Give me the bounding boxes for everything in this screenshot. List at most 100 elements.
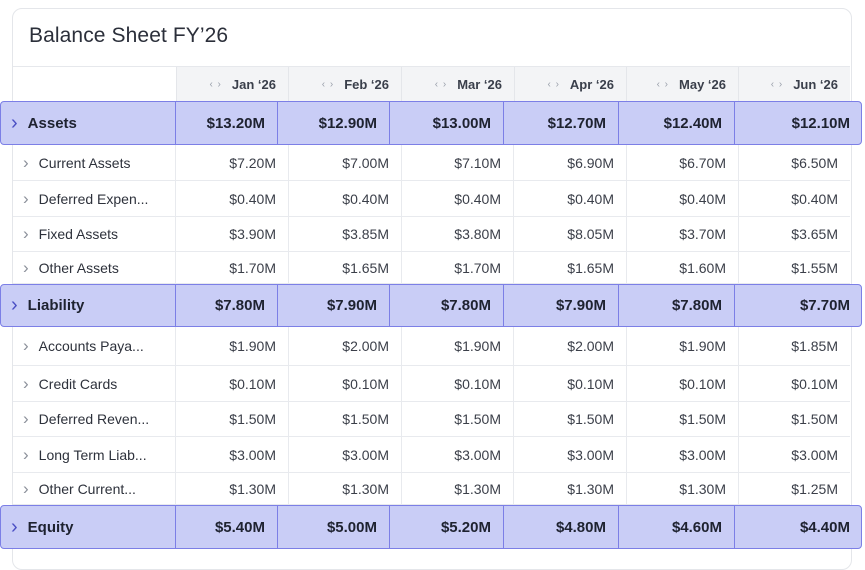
value-cell: $2.00M [513,327,626,365]
expand-column-icon[interactable]: ‹ › [770,78,784,90]
value-cell: $0.40M [401,181,513,216]
expand-column-icon[interactable]: ‹ › [434,78,448,90]
table-header: ‹ › Jan ‘26 ‹ › Feb ‘26 ‹ › Mar ‘26 ‹ › Apr ‘26… [13,66,850,101]
chevron-right-icon[interactable]: › [23,257,29,277]
column-header-label: Jan ‘26 [231,76,276,92]
table-row[interactable]: › Other Assets $1.70M $1.65M $1.70M $1.65M $1.… [13,252,850,284]
expand-column-icon[interactable]: ‹ › [547,78,560,90]
group-row-liability[interactable]: › Liability $7.80M $7.90M $7.80M $7.90M $7.80M… [0,284,862,327]
value-cell: $5.00M [277,506,389,548]
value-cell: $1.50M [401,402,513,436]
value-cell: $1.50M [288,402,401,436]
value-cell: $5.20M [389,506,503,548]
value-cell: $7.80M [175,285,277,326]
chevron-right-icon[interactable]: › [23,224,29,243]
row-label[interactable]: › Other Current... [13,473,136,504]
chevron-right-icon[interactable]: › [23,188,29,208]
column-header[interactable]: ‹ › Jun ‘26 [738,67,850,101]
column-header[interactable]: ‹ › Apr ‘26 [514,67,626,101]
column-header-label: Feb ‘26 [344,76,389,92]
column-header[interactable]: ‹ › Jan ‘26 [176,67,288,101]
expand-column-icon[interactable]: ‹ › [321,78,335,90]
column-header[interactable]: ‹ › Mar ‘26 [401,67,514,101]
row-label-text: Accounts Paya... [38,338,144,354]
value-cell: $3.65M [738,217,850,251]
table-row[interactable]: › Deferred Reven... $1.50M $1.50M $1.50M $1.5… [13,402,850,437]
table-row[interactable]: › Accounts Paya... $1.90M $2.00M $1.90M $2.00… [13,327,850,366]
value-cell: $0.10M [401,366,513,401]
value-cell: $3.00M [401,437,513,472]
value-cell: $0.10M [513,366,626,401]
value-cell: $5.40M [175,506,277,548]
value-cell: $1.85M [738,327,850,365]
row-label[interactable]: › Other Assets [13,252,119,283]
chevron-right-icon[interactable]: › [11,111,18,134]
row-label[interactable]: › Current Assets [13,145,131,180]
column-header[interactable]: ‹ › Feb ‘26 [288,67,401,101]
value-cell: $3.00M [738,437,850,472]
row-label[interactable]: › Accounts Paya... [13,327,144,365]
chevron-right-icon[interactable]: › [23,478,29,498]
table-row[interactable]: › Long Term Liab... $3.00M $3.00M $3.00M $3.0… [13,437,850,473]
value-cell: $13.00M [389,102,503,144]
value-cell: $0.10M [288,366,401,401]
expand-column-icon[interactable]: ‹ › [656,78,670,90]
table-row[interactable]: › Current Assets $7.20M $7.00M $7.10M $6.90M $… [13,145,850,181]
value-cell: $3.70M [626,217,738,251]
row-label[interactable]: › Liability [1,285,84,326]
row-label-text: Equity [27,518,74,536]
chevron-right-icon[interactable]: › [23,409,29,428]
value-cell: $0.10M [175,366,288,401]
value-cell: $1.90M [401,327,513,365]
value-cell: $0.10M [738,366,850,401]
row-label[interactable]: › Deferred Expen... [13,181,148,216]
value-cell: $12.10M [734,102,862,144]
expand-column-icon[interactable]: ‹ › [209,78,222,90]
chevron-right-icon[interactable]: › [23,444,29,464]
chevron-right-icon[interactable]: › [11,294,18,316]
value-cell: $0.40M [175,181,288,216]
row-label[interactable]: › Fixed Assets [13,217,118,251]
row-label[interactable]: › Deferred Reven... [13,402,149,436]
value-cell: $1.55M [738,252,850,283]
value-cell: $1.70M [401,252,513,283]
table-row[interactable]: › Fixed Assets $3.90M $3.85M $3.80M $8.05M $3.… [13,217,850,252]
value-cell: $3.00M [513,437,626,472]
value-cell: $3.80M [401,217,513,251]
group-row-assets[interactable]: › Assets $13.20M $12.90M $13.00M $12.70M $12.4… [0,101,862,145]
row-label-text: Deferred Expen... [38,190,149,207]
value-cell: $1.50M [738,402,850,436]
chevron-right-icon[interactable]: › [11,515,18,538]
value-cell: $7.80M [618,285,734,326]
chevron-right-icon[interactable]: › [23,336,29,355]
table-row[interactable]: › Other Current... $1.30M $1.30M $1.30M $1.30… [13,473,850,505]
value-cell: $7.90M [277,285,389,326]
row-label[interactable]: › Long Term Liab... [13,437,147,472]
chevron-right-icon[interactable]: › [23,152,29,172]
row-label[interactable]: › Assets [1,102,77,144]
column-header-label: Jun ‘26 [793,76,838,92]
value-cell: $3.00M [175,437,288,472]
value-cell: $1.30M [288,473,401,504]
value-cell: $0.40M [513,181,626,216]
value-cell: $13.20M [175,102,277,144]
value-cell: $3.85M [288,217,401,251]
table-row[interactable]: › Deferred Expen... $0.40M $0.40M $0.40M $0.4… [13,181,850,217]
value-cell: $1.30M [401,473,513,504]
value-cell: $1.50M [175,402,288,436]
group-row-equity[interactable]: › Equity $5.40M $5.00M $5.20M $4.80M $4.60M $4.… [0,505,862,549]
value-cell: $1.70M [175,252,288,283]
column-header[interactable]: ‹ › May ‘26 [626,67,738,101]
row-label[interactable]: › Credit Cards [13,366,117,401]
chevron-right-icon[interactable]: › [23,373,29,393]
value-cell: $3.00M [626,437,738,472]
value-cell: $1.90M [175,327,288,365]
column-header-label: Mar ‘26 [457,76,502,92]
table-row[interactable]: › Credit Cards $0.10M $0.10M $0.10M $0.10M $0.… [13,366,850,402]
value-cell: $7.00M [288,145,401,180]
row-label-text: Assets [27,114,77,132]
value-cell: $6.70M [626,145,738,180]
value-cell: $12.70M [503,102,618,144]
row-label[interactable]: › Equity [1,506,74,548]
value-cell: $1.30M [175,473,288,504]
